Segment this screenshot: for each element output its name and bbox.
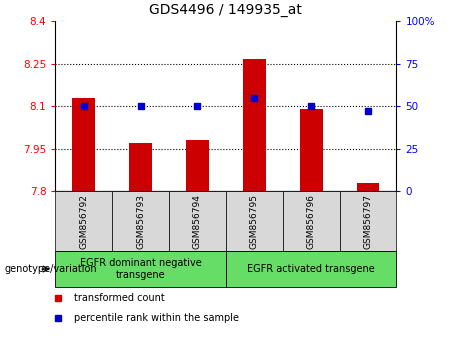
Bar [300, 109, 323, 191]
Bar [169, 191, 226, 251]
Bar [129, 143, 152, 191]
Text: EGFR activated transgene: EGFR activated transgene [247, 264, 375, 274]
Title: GDS4496 / 149935_at: GDS4496 / 149935_at [149, 4, 302, 17]
Bar [357, 183, 379, 191]
Text: GSM856793: GSM856793 [136, 194, 145, 249]
Bar [340, 191, 396, 251]
Text: percentile rank within the sample: percentile rank within the sample [75, 313, 240, 323]
Text: GSM856792: GSM856792 [79, 194, 88, 249]
Text: GSM856795: GSM856795 [250, 194, 259, 249]
Bar [283, 191, 340, 251]
Bar [55, 191, 112, 251]
Bar [72, 98, 95, 191]
Text: GSM856797: GSM856797 [364, 194, 372, 249]
Bar [226, 191, 283, 251]
Bar [243, 59, 266, 191]
Text: EGFR dominant negative
transgene: EGFR dominant negative transgene [80, 258, 201, 280]
Text: GSM856794: GSM856794 [193, 194, 202, 249]
Text: transformed count: transformed count [75, 293, 165, 303]
Bar [186, 140, 209, 191]
Bar [55, 251, 226, 287]
Text: genotype/variation: genotype/variation [5, 264, 97, 274]
Text: GSM856796: GSM856796 [307, 194, 316, 249]
Bar [226, 251, 396, 287]
Bar [112, 191, 169, 251]
